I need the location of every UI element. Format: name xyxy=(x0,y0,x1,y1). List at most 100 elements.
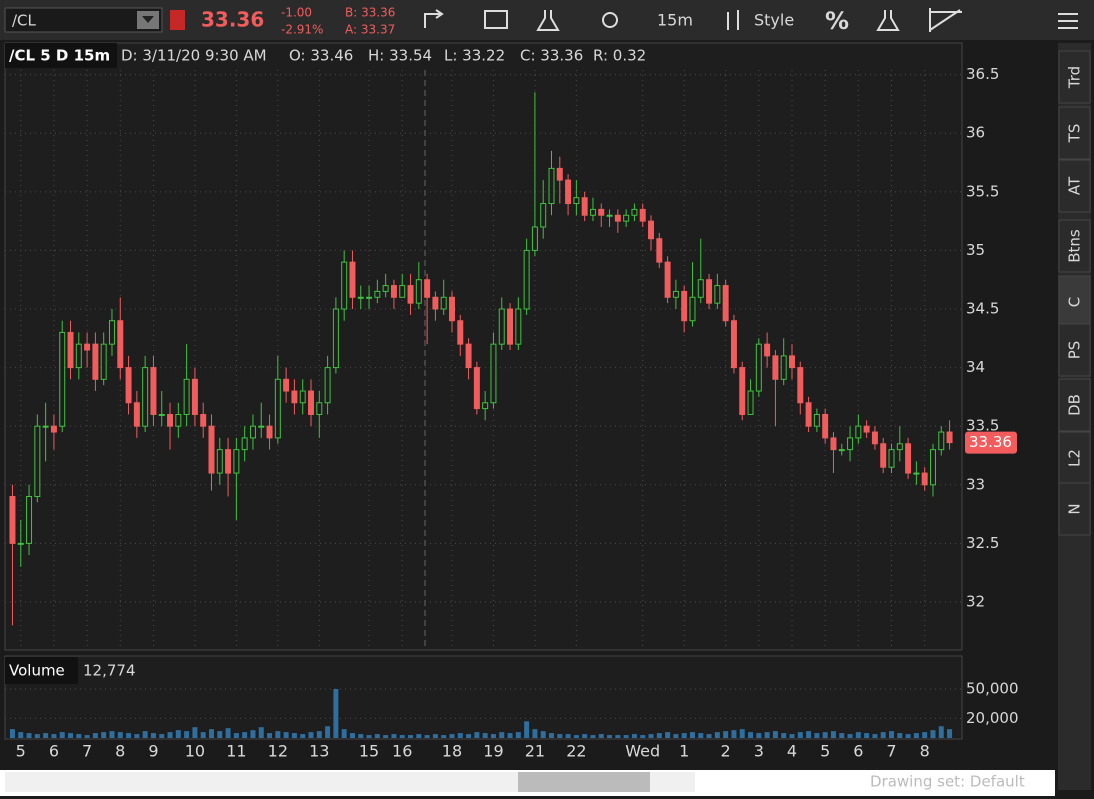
toolbar-icons[interactable] xyxy=(424,8,1078,32)
candle-body xyxy=(142,367,149,427)
tab[interactable] xyxy=(1058,219,1091,273)
candle-body xyxy=(681,290,688,322)
candle-body xyxy=(26,495,33,544)
tab[interactable] xyxy=(1058,275,1091,329)
volume-bar xyxy=(507,733,513,738)
style-icon[interactable] xyxy=(727,10,739,30)
volume-bar xyxy=(142,731,148,738)
tab[interactable] xyxy=(1058,431,1091,485)
x-tick-label: 7 xyxy=(82,742,92,761)
volume-bar xyxy=(648,734,654,738)
tab[interactable] xyxy=(1058,323,1091,377)
tab-label[interactable]: Btns xyxy=(1066,229,1084,263)
candle-body xyxy=(59,331,66,427)
volume-bar xyxy=(565,734,571,738)
volume-bar xyxy=(150,733,156,738)
tab[interactable] xyxy=(1058,159,1091,213)
header-date: D: 3/11/20 9:30 AM xyxy=(121,47,267,65)
volume-bar xyxy=(864,733,870,738)
candle-body xyxy=(258,425,265,428)
tab[interactable] xyxy=(1058,106,1091,160)
header-close: C: 33.36 xyxy=(520,47,583,65)
volume-bar xyxy=(806,731,812,738)
volume-bar xyxy=(830,731,836,738)
tab-label[interactable]: DB xyxy=(1066,394,1084,416)
candle-body xyxy=(308,390,314,415)
tab-label[interactable]: C xyxy=(1066,297,1084,307)
x-tick-label: Wed xyxy=(625,742,660,761)
volume-bar xyxy=(615,735,621,738)
tab[interactable] xyxy=(1058,482,1091,536)
header-symbol: /CL 5 D 15m xyxy=(9,47,110,65)
drawing-set[interactable]: Drawing set: Default xyxy=(870,773,1025,791)
header-symbol-box xyxy=(5,43,117,68)
tab-label[interactable]: N xyxy=(1066,503,1084,514)
volume-bar xyxy=(101,732,107,738)
info-icon[interactable] xyxy=(484,10,508,29)
price-panel xyxy=(4,42,963,651)
candle-body xyxy=(822,413,829,439)
gear-icon[interactable] xyxy=(602,12,618,28)
menu-icon[interactable] xyxy=(1058,13,1078,29)
price-tag xyxy=(965,431,1017,454)
candle-body xyxy=(614,214,621,222)
x-tick-label: 6 xyxy=(853,742,863,761)
volume-bar xyxy=(540,731,546,738)
tab-label[interactable]: AT xyxy=(1066,176,1084,195)
x-tick-label: 22 xyxy=(566,742,586,761)
candle-body xyxy=(905,443,912,474)
volume-bar xyxy=(275,731,281,738)
draw-icon[interactable] xyxy=(929,8,962,32)
x-tick-label: 8 xyxy=(115,742,125,761)
volume-bar xyxy=(175,730,181,738)
bid: B: 33.36 xyxy=(345,6,395,20)
x-tick-label: 11 xyxy=(226,742,246,761)
last-price: 33.36 xyxy=(201,8,264,32)
candle-body xyxy=(366,296,373,299)
candle-body xyxy=(540,203,547,228)
candle-body xyxy=(739,367,746,415)
tab-label[interactable]: Trd xyxy=(1066,66,1084,89)
candle-body xyxy=(515,308,522,345)
volume-bar xyxy=(582,734,588,738)
header-range: R: 0.32 xyxy=(593,47,646,65)
volume-bar xyxy=(607,735,613,738)
tab[interactable] xyxy=(1058,378,1091,432)
candle-body xyxy=(589,208,596,216)
volume-bar xyxy=(623,735,629,738)
volume-bar xyxy=(640,735,646,738)
percent[interactable]: % xyxy=(825,7,849,35)
symbol-box[interactable] xyxy=(4,7,163,33)
header-low: L: 33.22 xyxy=(444,47,505,65)
alert-badge[interactable] xyxy=(170,10,185,30)
candle-body xyxy=(531,226,538,251)
flask-icon[interactable] xyxy=(536,10,560,31)
scrollbar-thumb[interactable] xyxy=(518,772,650,792)
interval[interactable]: 15m xyxy=(657,11,693,30)
volume-bar xyxy=(681,733,687,738)
y-tick-label: 32 xyxy=(966,592,985,610)
volume-bar xyxy=(839,733,845,738)
candle-body xyxy=(913,472,920,475)
candle-body xyxy=(556,167,563,181)
candle-body xyxy=(789,355,795,369)
volume-bar xyxy=(18,732,24,738)
tab-label[interactable]: PS xyxy=(1066,341,1084,360)
tab-label[interactable]: L2 xyxy=(1066,449,1084,467)
candle-body xyxy=(108,320,115,345)
x-tick-label: 15 xyxy=(359,742,379,761)
volume-bar xyxy=(134,734,140,738)
studies-icon[interactable] xyxy=(876,10,900,31)
volume-bar xyxy=(913,733,919,738)
candle-body xyxy=(863,425,870,433)
tab-label[interactable]: TS xyxy=(1066,124,1084,144)
candle-body xyxy=(764,343,771,357)
volume-bar xyxy=(26,733,32,738)
style[interactable]: Style xyxy=(754,11,794,30)
x-tick-label: 10 xyxy=(185,742,205,761)
volume-bar xyxy=(416,734,422,738)
volume-bar xyxy=(698,733,704,738)
y-tick-label: 33.5 xyxy=(966,417,999,435)
tab[interactable] xyxy=(1058,50,1091,104)
share-icon[interactable] xyxy=(424,9,444,28)
